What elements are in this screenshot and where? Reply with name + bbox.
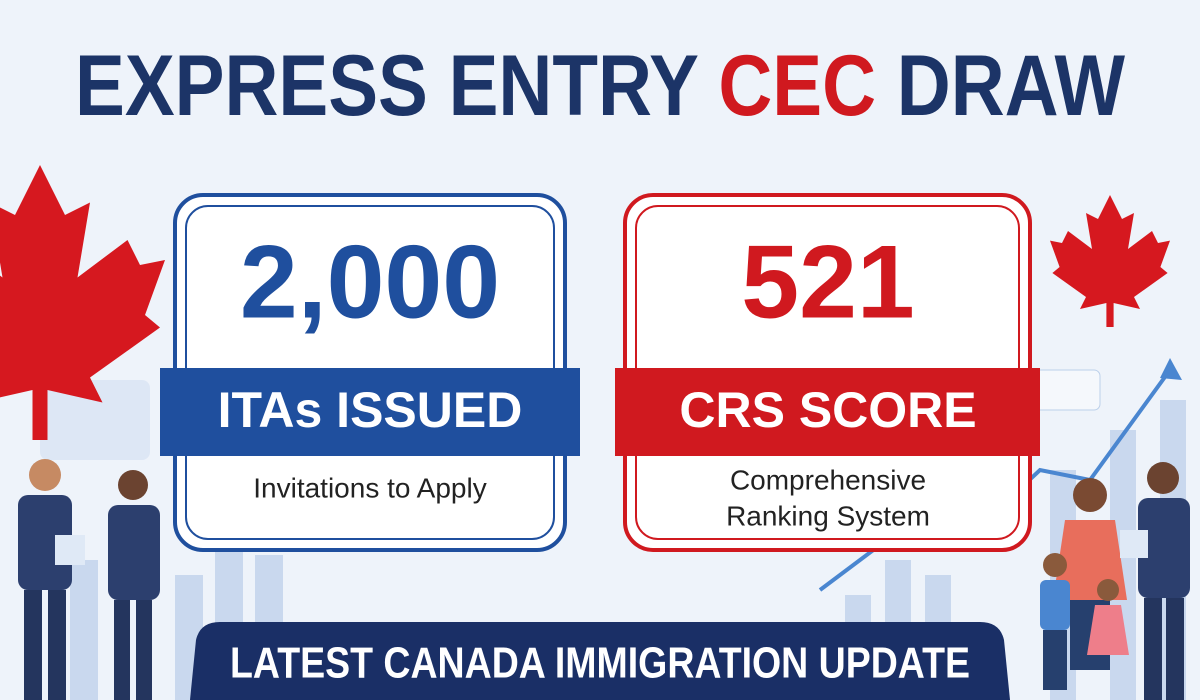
bottom-banner — [190, 622, 1010, 700]
itas-caption: Invitations to Apply — [253, 472, 486, 503]
profile-card-icon — [40, 380, 150, 460]
crs-number: 521 — [741, 224, 915, 340]
crs-caption: Comprehensive — [730, 464, 926, 495]
title-part: DRAW — [897, 38, 1126, 134]
arrow-head — [1160, 358, 1182, 380]
message-icon — [1029, 369, 1101, 411]
itas-number: 2,000 — [240, 224, 500, 340]
people-left — [18, 459, 160, 700]
crs-label: CRS SCORE — [679, 382, 976, 438]
itas-label: ITAs ISSUED — [218, 382, 523, 438]
title-highlight: CEC — [718, 38, 876, 134]
ribbon — [160, 368, 580, 456]
title-part: EXPRESS ENTRY — [75, 38, 698, 134]
ribbon — [615, 368, 1040, 456]
title: EXPRESS ENTRY CEC DRAW — [75, 38, 1126, 134]
people-right — [1040, 462, 1190, 700]
itas-card: 2,000 ITAs ISSUED Invitations to Apply — [160, 193, 580, 552]
crs-card: 521 CRS SCORE Comprehensive Ranking Syst… — [615, 193, 1040, 552]
banner-text: LATEST CANADA IMMIGRATION UPDATE — [230, 639, 970, 688]
crs-caption: Ranking System — [726, 500, 930, 531]
